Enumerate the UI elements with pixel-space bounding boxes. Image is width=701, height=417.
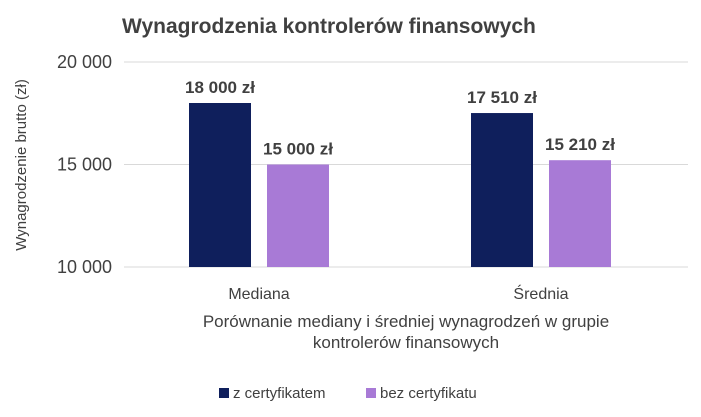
legend-label-bez-certyfikatu: bez certyfikatu [380, 385, 477, 402]
x-axis-label-line-1: Porównanie mediany i średniej wynagrodze… [203, 312, 609, 331]
data-label: 15 210 zł [545, 135, 615, 154]
legend-label-z-certyfikatem: z certyfikatem [233, 385, 326, 402]
data-label: 15 000 zł [263, 140, 333, 159]
data-label: 18 000 zł [185, 78, 255, 97]
chart-title: Wynagrodzenia kontrolerów finansowych [122, 15, 536, 38]
y-tick-label: 20 000 [57, 52, 112, 72]
data-labels: 18 000 zł 15 000 zł 17 510 zł 15 210 zł [185, 78, 615, 159]
category-label: Mediana [228, 286, 289, 303]
bar-z-certyfikatem-1 [471, 113, 533, 267]
bar-bez-certyfikatu-0 [267, 164, 329, 267]
bars [189, 103, 611, 267]
category-labels: Mediana Średnia [228, 284, 568, 303]
y-tick-label: 10 000 [57, 257, 112, 277]
legend: z certyfikatem bez certyfikatu [219, 385, 477, 402]
y-tick-label: 15 000 [57, 155, 112, 175]
data-label: 17 510 zł [467, 88, 537, 107]
x-axis-label-line-2: kontrolerów finansowych [313, 333, 499, 352]
legend-swatch-bez-certyfikatu [366, 388, 376, 398]
bar-z-certyfikatem-0 [189, 103, 251, 267]
legend-swatch-z-certyfikatem [219, 388, 229, 398]
y-axis-ticks: 10 000 15 000 20 000 [57, 52, 112, 277]
y-axis-label: Wynagrodzenie brutto (zł) [13, 79, 30, 251]
bar-bez-certyfikatu-1 [549, 160, 611, 267]
category-label: Średnia [513, 284, 568, 303]
